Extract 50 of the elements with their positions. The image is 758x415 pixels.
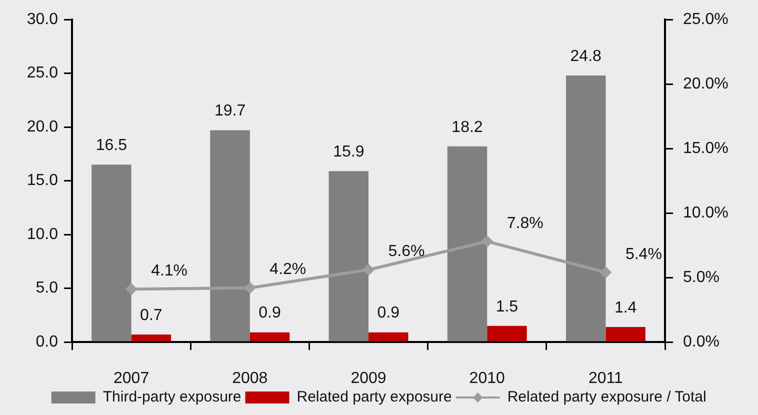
data-label: 24.8 xyxy=(570,48,602,65)
y2-tick-label: 10.0% xyxy=(683,204,728,222)
legend-label: Related party exposure / Total xyxy=(507,388,706,406)
data-label: 0.9 xyxy=(258,304,281,322)
y-tick-label: 5.0 xyxy=(36,280,58,297)
data-label: 0.7 xyxy=(140,306,162,324)
x-tick-label: 2009 xyxy=(350,370,386,388)
data-label: 7.8% xyxy=(506,214,544,232)
point xyxy=(362,264,374,276)
legend-label: Third-party exposure xyxy=(102,388,242,406)
y2-tick-label: 15.0% xyxy=(683,140,728,157)
bar xyxy=(92,164,132,342)
data-label: 4.2% xyxy=(270,261,306,278)
data-label: 1.5 xyxy=(496,298,518,316)
bar xyxy=(606,326,646,342)
x-tick-label: 2008 xyxy=(232,370,268,388)
y-tick-label: 10.0 xyxy=(26,226,58,243)
data-label: 15.9 xyxy=(333,144,364,161)
data-label: 19.7 xyxy=(214,102,246,120)
data-label: 5.4% xyxy=(625,246,662,263)
bar xyxy=(487,326,527,342)
data-label: 0.9 xyxy=(377,304,400,322)
point xyxy=(125,283,138,296)
y-tick-label: 0.0 xyxy=(36,333,58,350)
bar xyxy=(328,171,368,342)
y2-tick-label: 25.0% xyxy=(683,11,728,28)
y-tick-label: 15.0 xyxy=(26,172,58,190)
data-label: 5.6% xyxy=(388,243,425,260)
y2-tick-label: 5.0% xyxy=(683,268,720,286)
data-label: 18.2 xyxy=(452,118,483,136)
bar xyxy=(250,332,290,342)
y2-tick-label: 20.0% xyxy=(683,75,728,92)
bar xyxy=(566,75,606,342)
y-tick-label: 30.0 xyxy=(26,11,58,28)
x-tick-label: 2010 xyxy=(469,370,505,388)
y2-tick-label: 0.0% xyxy=(683,333,720,350)
y-tick-label: 20.0 xyxy=(26,118,58,136)
data-label: 16.5 xyxy=(96,137,128,154)
y-tick-label: 25.0 xyxy=(26,64,58,82)
bar xyxy=(210,130,250,342)
point xyxy=(481,235,494,248)
bar xyxy=(368,332,408,342)
x-tick-label: 2007 xyxy=(114,370,150,388)
point xyxy=(600,266,612,278)
data-label: 4.1% xyxy=(151,262,188,280)
bar xyxy=(447,146,488,342)
data-label: 1.4 xyxy=(614,299,637,316)
legend-label: Related party exposure xyxy=(296,388,452,406)
bar xyxy=(131,334,172,342)
x-tick-label: 2011 xyxy=(588,370,624,388)
